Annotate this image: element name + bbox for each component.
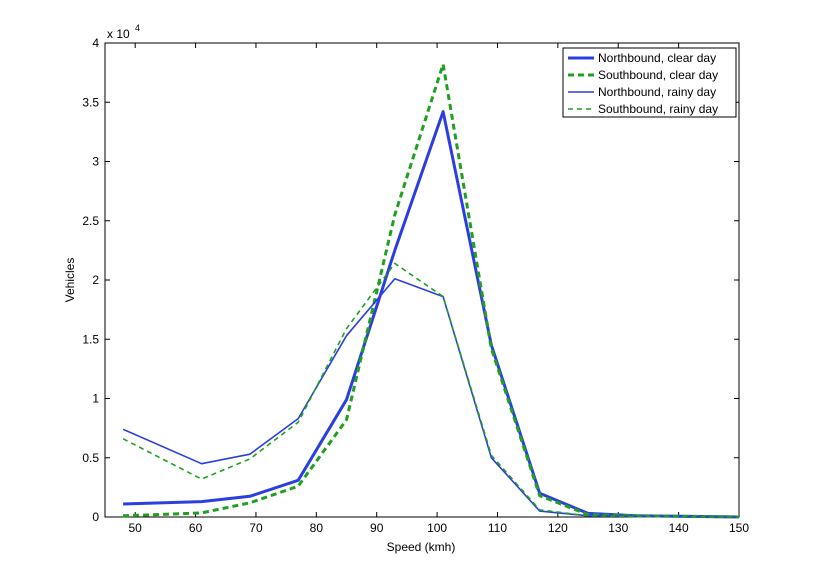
series-line-3 [122, 277, 740, 518]
legend-label: Northbound, rainy day [598, 85, 716, 99]
legend-label: Northbound, clear day [598, 51, 716, 65]
x-tick-label: 120 [548, 521, 568, 535]
x-axis-label: Speed (kmh) [387, 540, 456, 554]
legend-label: Southbound, rainy day [598, 102, 718, 116]
y-exponent-base: x 10 [107, 27, 130, 41]
x-tick-label: 80 [310, 521, 324, 535]
y-tick-label: 3.5 [82, 95, 99, 109]
legend: Northbound, clear day Southbound, clear d… [562, 47, 737, 118]
y-exponent-power: 4 [135, 23, 140, 33]
y-tick-label: 0.5 [82, 451, 99, 465]
x-tick-label: 110 [488, 521, 507, 535]
x-tick-label: 150 [729, 521, 749, 535]
series-layer [122, 62, 740, 519]
x-tick-label: 50 [129, 521, 143, 535]
x-tick-label: 100 [427, 521, 447, 535]
y-tick-label: 1 [92, 392, 99, 406]
y-tick-label: 0 [92, 510, 99, 524]
x-tick-label: 90 [370, 521, 384, 535]
x-tick-label: 130 [608, 521, 628, 535]
y-axis-label: Vehicles [63, 258, 77, 303]
x-axis: 50 60 70 80 90 100 110 120 130 140 150 [129, 43, 749, 535]
x-tick-label: 70 [249, 521, 263, 535]
y-tick-label: 2.5 [82, 214, 99, 228]
legend-label: Southbound, clear day [598, 68, 718, 82]
y-tick-label: 3 [92, 155, 99, 169]
y-axis: 0 0.5 1 1.5 2 2.5 3 3.5 4 [82, 36, 739, 524]
plot-area [104, 42, 740, 518]
y-tick-label: 2 [92, 273, 99, 287]
x-tick-label: 140 [669, 521, 689, 535]
y-tick-label: 4 [92, 36, 99, 50]
y-tick-label: 1.5 [82, 332, 99, 346]
x-tick-label: 60 [189, 521, 203, 535]
